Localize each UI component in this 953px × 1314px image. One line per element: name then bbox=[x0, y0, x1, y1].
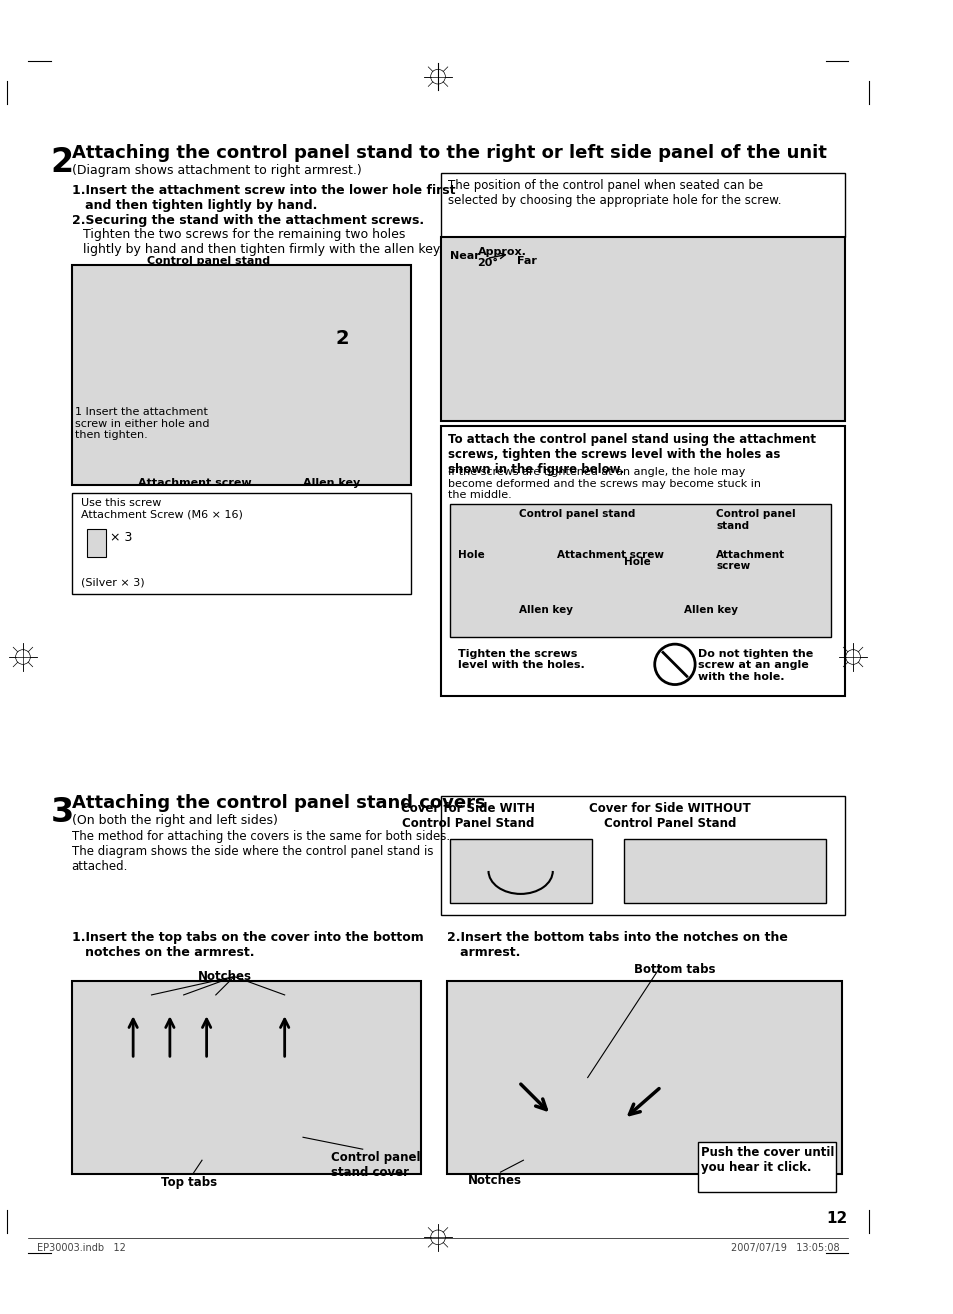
Text: Notches: Notches bbox=[197, 970, 252, 983]
Text: 2007/07/19   13:05:08: 2007/07/19 13:05:08 bbox=[730, 1243, 839, 1252]
Text: Attachment screw: Attachment screw bbox=[137, 478, 251, 487]
Text: EP30003.indb   12: EP30003.indb 12 bbox=[37, 1243, 126, 1252]
Text: Control panel stand: Control panel stand bbox=[518, 509, 635, 519]
Text: Push the cover until
you hear it click.: Push the cover until you hear it click. bbox=[700, 1146, 833, 1175]
Text: Tighten the two screws for the remaining two holes
lightly by hand and then tigh: Tighten the two screws for the remaining… bbox=[83, 229, 441, 256]
Text: 2.Securing the stand with the attachment screws.: 2.Securing the stand with the attachment… bbox=[71, 214, 423, 227]
Bar bbox=[87, 530, 106, 557]
Text: Control panel
stand: Control panel stand bbox=[716, 509, 795, 531]
Text: Notches: Notches bbox=[468, 1173, 522, 1187]
Text: Attachment screw: Attachment screw bbox=[557, 549, 663, 560]
Text: Cover for Side WITH
Control Panel Stand: Cover for Side WITH Control Panel Stand bbox=[401, 802, 535, 830]
Text: 1.Insert the attachment screw into the lower hole first
   and then tighten ligh: 1.Insert the attachment screw into the l… bbox=[71, 184, 455, 212]
Text: Hole: Hole bbox=[457, 549, 484, 560]
Text: 2.Insert the bottom tabs into the notches on the
   armrest.: 2.Insert the bottom tabs into the notche… bbox=[447, 930, 787, 959]
Text: Hole: Hole bbox=[624, 557, 651, 566]
Text: × 3: × 3 bbox=[111, 531, 132, 544]
Bar bbox=[440, 426, 844, 696]
Bar bbox=[698, 1142, 835, 1192]
Text: Cover for Side WITHOUT
Control Panel Stand: Cover for Side WITHOUT Control Panel Sta… bbox=[589, 802, 750, 830]
Text: Allen key: Allen key bbox=[303, 478, 360, 487]
Text: Allen key: Allen key bbox=[518, 604, 572, 615]
Text: 1 Insert the attachment
screw in either hole and
then tighten.: 1 Insert the attachment screw in either … bbox=[75, 407, 210, 440]
Text: Approx.
20°: Approx. 20° bbox=[477, 247, 526, 268]
Text: Attachment Screw (M6 × 16): Attachment Screw (M6 × 16) bbox=[81, 509, 242, 519]
Text: Control panel stand: Control panel stand bbox=[147, 256, 270, 265]
Text: 2: 2 bbox=[335, 330, 349, 348]
Text: The position of the control panel when seated can be
selected by choosing the ap: The position of the control panel when s… bbox=[448, 180, 781, 208]
Text: If the screws are tightened at an angle, the hole may
become deformed and the sc: If the screws are tightened at an angle,… bbox=[448, 466, 760, 501]
Text: (Silver × 3): (Silver × 3) bbox=[81, 577, 144, 587]
Bar bbox=[450, 503, 830, 637]
Text: Do not tighten the
screw at an angle
with the hole.: Do not tighten the screw at an angle wit… bbox=[698, 649, 812, 682]
Bar bbox=[71, 982, 420, 1173]
Bar bbox=[440, 796, 844, 915]
Bar bbox=[624, 838, 825, 903]
Text: Top tabs: Top tabs bbox=[160, 1176, 216, 1189]
Text: 12: 12 bbox=[825, 1210, 847, 1226]
Text: Far: Far bbox=[517, 256, 537, 265]
Bar bbox=[440, 238, 844, 420]
Text: 3: 3 bbox=[51, 796, 73, 829]
Text: (On both the right and left sides): (On both the right and left sides) bbox=[71, 815, 277, 827]
Text: (Diagram shows attachment to right armrest.): (Diagram shows attachment to right armre… bbox=[71, 164, 361, 177]
Text: Attachment
screw: Attachment screw bbox=[716, 549, 784, 572]
Text: 1.Insert the top tabs on the cover into the bottom
   notches on the armrest.: 1.Insert the top tabs on the cover into … bbox=[71, 930, 423, 959]
Text: Use this screw: Use this screw bbox=[81, 498, 161, 509]
Text: Bottom tabs: Bottom tabs bbox=[633, 963, 715, 976]
Bar bbox=[71, 265, 411, 485]
Text: Near: Near bbox=[450, 251, 479, 261]
Bar bbox=[440, 173, 844, 238]
Text: Attaching the control panel stand to the right or left side panel of the unit: Attaching the control panel stand to the… bbox=[71, 143, 825, 162]
Text: Tighten the screws
level with the holes.: Tighten the screws level with the holes. bbox=[457, 649, 584, 670]
Bar bbox=[447, 982, 841, 1173]
Text: The method for attaching the covers is the same for both sides.
The diagram show: The method for attaching the covers is t… bbox=[71, 829, 449, 872]
Text: Control panel
stand cover: Control panel stand cover bbox=[331, 1151, 419, 1179]
Text: 2: 2 bbox=[51, 146, 73, 179]
Text: To attach the control panel stand using the attachment
screws, tighten the screw: To attach the control panel stand using … bbox=[448, 432, 815, 476]
Bar bbox=[71, 493, 411, 594]
Bar bbox=[450, 838, 592, 903]
Text: Attaching the control panel stand covers: Attaching the control panel stand covers bbox=[71, 794, 485, 812]
Circle shape bbox=[654, 644, 695, 685]
Text: Allen key: Allen key bbox=[683, 604, 738, 615]
